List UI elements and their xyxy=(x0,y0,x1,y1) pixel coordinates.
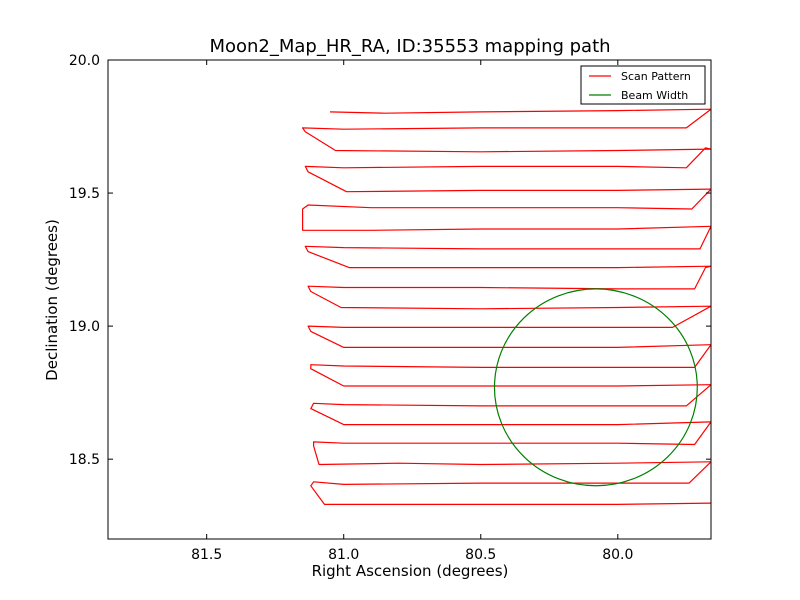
x-tick-label: 80.0 xyxy=(602,547,633,563)
x-axis-label: Right Ascension (degrees) xyxy=(312,562,509,580)
y-tick-label: 19.0 xyxy=(69,319,100,335)
scan-pattern-line xyxy=(302,108,711,505)
x-axis: 81.5 81.0 80.5 80.0 xyxy=(191,60,633,563)
plot-frame xyxy=(107,59,712,540)
y-tick-label: 20.0 xyxy=(69,53,100,69)
beam-width-circle xyxy=(493,288,698,487)
legend-label-scan-pattern: Scan Pattern xyxy=(621,70,691,83)
x-tick-label: 80.5 xyxy=(465,547,496,563)
x-tick-label: 81.5 xyxy=(191,547,222,563)
legend: Scan Pattern Beam Width xyxy=(580,65,706,105)
chart-title: Moon2_Map_HR_RA, ID:35553 mapping path xyxy=(209,36,610,57)
series-layer xyxy=(302,108,711,505)
plot-background xyxy=(108,60,711,539)
plot-area xyxy=(107,59,712,540)
y-tick-label: 19.5 xyxy=(69,186,100,202)
legend-box xyxy=(580,65,706,105)
y-axis-label: Declination (degrees) xyxy=(43,219,61,381)
x-tick-label: 81.0 xyxy=(328,547,359,563)
y-tick-label: 18.5 xyxy=(69,452,100,468)
legend-label-beam-width: Beam Width xyxy=(621,89,688,102)
y-axis: 18.5 19.0 19.5 20.0 xyxy=(69,53,711,468)
